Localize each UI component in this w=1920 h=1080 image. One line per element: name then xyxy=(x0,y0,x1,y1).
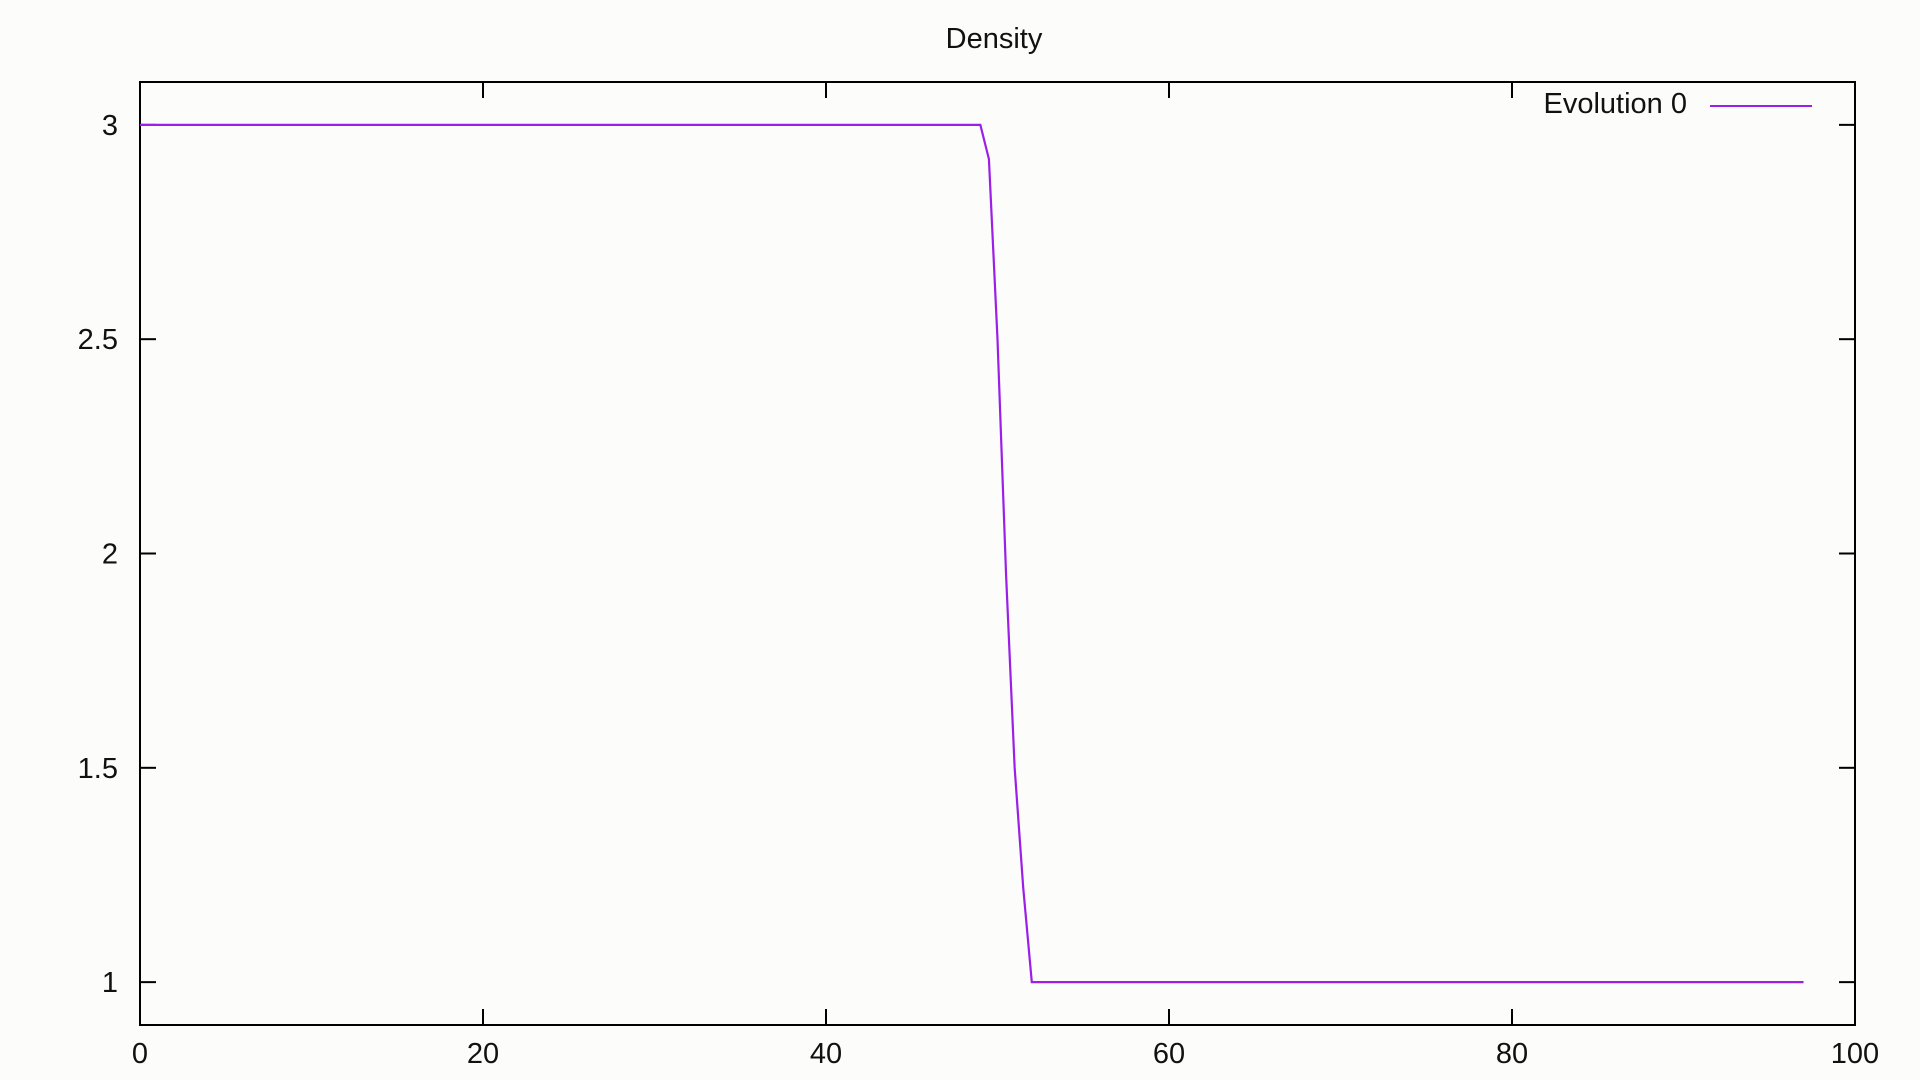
x-tick-label-4: 80 xyxy=(1496,1038,1528,1070)
y-axis-ticks: 1 1.5 2 2.5 3 xyxy=(78,110,1855,999)
x-tick-label-1: 20 xyxy=(467,1038,499,1070)
x-axis-ticks: 0 20 40 60 80 100 xyxy=(132,82,1879,1070)
y-tick-label-2: 2 xyxy=(102,539,118,571)
legend: Evolution 0 xyxy=(1544,88,1812,120)
y-tick-label-0: 1 xyxy=(102,967,118,999)
y-tick-label-3: 2.5 xyxy=(78,324,118,356)
series-layer xyxy=(140,123,1804,984)
x-tick-label-5: 100 xyxy=(1831,1038,1879,1070)
y-tick-label-1: 1.5 xyxy=(78,753,118,785)
chart-title: Density xyxy=(946,23,1043,55)
x-tick-label-0: 0 xyxy=(132,1038,148,1070)
legend-label-evolution-0: Evolution 0 xyxy=(1544,88,1688,120)
x-tick-label-3: 60 xyxy=(1153,1038,1185,1070)
x-tick-label-2: 40 xyxy=(810,1038,842,1070)
series-line-0 xyxy=(140,123,1804,984)
y-tick-label-4: 3 xyxy=(102,110,118,142)
